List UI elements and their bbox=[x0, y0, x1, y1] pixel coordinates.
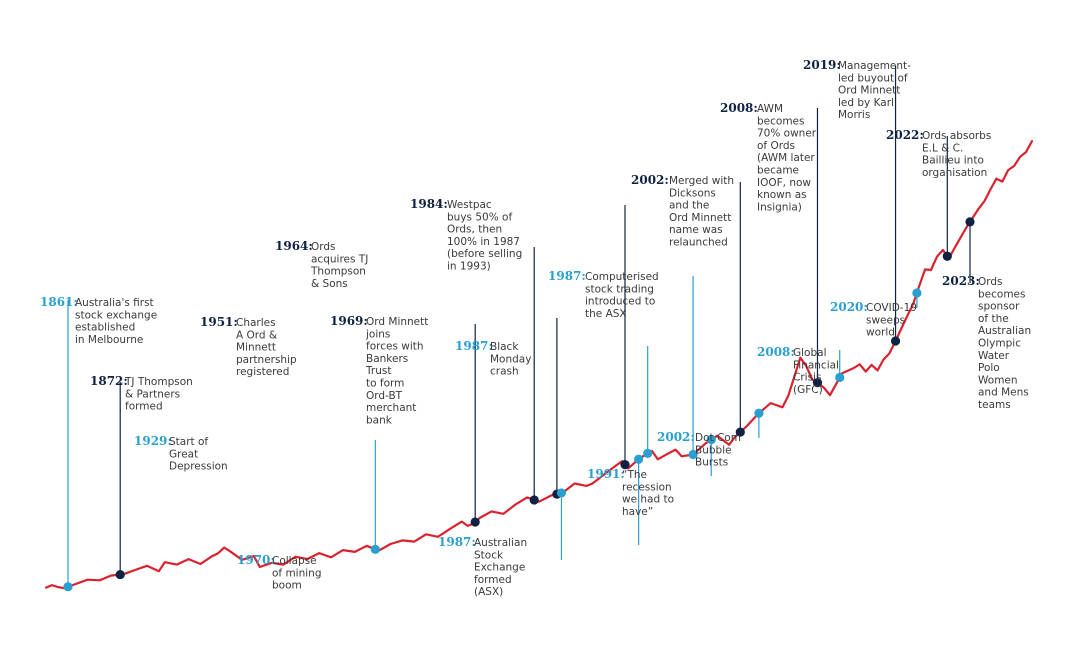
event-year-2008: 2008: bbox=[757, 345, 795, 359]
event-description-2022: Ords absorbs E.L & C. Baillieu into organis… bbox=[922, 130, 991, 179]
event-year-1969: 1969: bbox=[330, 314, 368, 328]
event-year-1991: 1991: bbox=[587, 467, 625, 481]
event-year-1929: 1929: bbox=[134, 434, 172, 448]
event-year-1987: 1987: bbox=[548, 269, 586, 283]
event-description-2008: AWM becomes 70% owner of Ords (AWM later beca… bbox=[757, 103, 817, 213]
event-year-1861: 1861: bbox=[40, 295, 78, 309]
event-marker-2022 bbox=[942, 251, 952, 261]
event-marker-1991 bbox=[706, 435, 716, 445]
event-description-1929: Start of Great Depression bbox=[169, 436, 228, 473]
event-description-1987: Black Monday crash bbox=[490, 341, 531, 378]
event-description-1969: Ord Minnett joins forces with Bankers Trust t… bbox=[365, 316, 428, 426]
event-description-1970: Collapse of mining boom bbox=[272, 555, 322, 592]
event-year-1872: 1872: bbox=[90, 374, 128, 388]
event-marker-1987 bbox=[634, 454, 644, 464]
event-year-1987: 1987: bbox=[455, 339, 493, 353]
event-marker-2002 bbox=[735, 427, 745, 437]
annotation-leaders bbox=[67, 66, 971, 587]
event-marker-2008 bbox=[812, 378, 823, 388]
event-description-1984: Westpac buys 50% of Ords, then 100% in 1987… bbox=[447, 199, 522, 273]
event-marker-1861 bbox=[63, 582, 73, 592]
event-year-1964: 1964: bbox=[275, 239, 313, 253]
event-marker-2002 bbox=[754, 408, 764, 418]
event-marker-2019 bbox=[890, 336, 901, 346]
event-description-1987: Australian Stock Exchange formed (ASX) bbox=[474, 537, 527, 598]
event-year-2023: 2023: bbox=[942, 274, 980, 288]
event-description-2008: Global Financial Crisis (GFC) bbox=[793, 347, 839, 396]
event-marker-1970 bbox=[556, 488, 567, 498]
event-marker-2023 bbox=[965, 217, 975, 227]
event-year-1987: 1987: bbox=[438, 535, 476, 549]
event-description-1991: “The recession we had to have” bbox=[622, 469, 674, 518]
event-description-1951: Charles A Ord & Minnett partnership register… bbox=[236, 317, 297, 378]
event-description-1987: Computerised stock trading introduced to th… bbox=[585, 271, 659, 320]
event-year-2008: 2008: bbox=[720, 101, 758, 115]
event-year-1984: 1984: bbox=[410, 197, 448, 211]
event-description-2023: Ords becomes sponsor of the Australian Olympi… bbox=[978, 276, 1031, 411]
event-description-2002: Dot Com Bubble Bursts bbox=[695, 432, 741, 469]
event-description-1861: Australia's first stock exchange establish… bbox=[75, 297, 157, 346]
event-marker-1929 bbox=[370, 544, 380, 554]
event-marker-1984 bbox=[620, 460, 630, 470]
event-description-1964: Ords acquires TJ Thompson & Sons bbox=[310, 241, 368, 290]
market-line bbox=[44, 140, 1034, 590]
event-marker-1951 bbox=[470, 517, 480, 527]
event-marker-2020 bbox=[912, 288, 922, 298]
event-year-2002: 2002: bbox=[657, 430, 695, 444]
event-description-2019: Management-led buyout of Ord Minnett led b… bbox=[838, 60, 911, 121]
event-description-1872: TJ Thompson & Partners formed bbox=[124, 376, 193, 413]
event-year-2019: 2019: bbox=[803, 58, 841, 72]
event-marker-1987 bbox=[643, 448, 653, 458]
event-year-1970: 1970: bbox=[237, 553, 275, 567]
event-description-2002: Merged with Dicksons and the Ord Minnett nam… bbox=[669, 175, 734, 249]
event-year-2022: 2022: bbox=[886, 128, 924, 142]
event-year-2020: 2020: bbox=[830, 300, 868, 314]
event-markers bbox=[63, 217, 975, 592]
event-description-2020: COVID-19 sweeps world bbox=[866, 302, 917, 339]
annotation-labels: 1861:Australia's first stock exchange esta… bbox=[40, 58, 1031, 598]
event-year-2002: 2002: bbox=[631, 173, 669, 187]
event-marker-2008 bbox=[835, 372, 845, 383]
event-marker-1872 bbox=[115, 569, 125, 580]
event-marker-1964 bbox=[529, 495, 539, 505]
event-marker-1987 bbox=[688, 449, 698, 460]
event-year-1951: 1951: bbox=[200, 315, 238, 329]
